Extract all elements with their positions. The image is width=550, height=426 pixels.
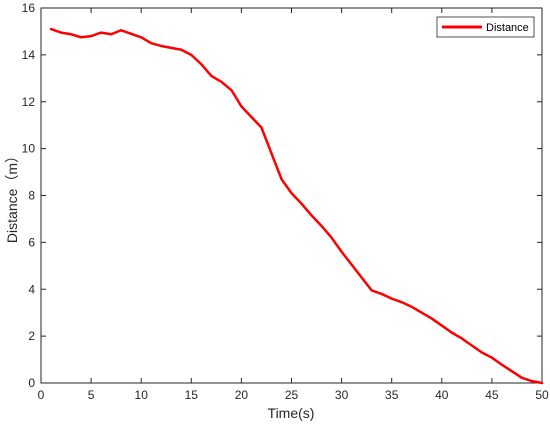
y-tick-label: 2 bbox=[28, 329, 35, 343]
x-tick-label: 15 bbox=[185, 388, 199, 402]
y-tick-label: 6 bbox=[28, 235, 35, 249]
legend: Distance bbox=[436, 16, 535, 38]
y-tick-label: 0 bbox=[28, 376, 35, 390]
x-axis-title: Time(s) bbox=[268, 405, 315, 421]
y-tick-label: 10 bbox=[22, 142, 36, 156]
y-tick-label: 8 bbox=[28, 189, 35, 203]
x-tick-label: 0 bbox=[38, 388, 45, 402]
x-tick-label: 25 bbox=[285, 388, 299, 402]
x-tick-label: 40 bbox=[435, 388, 449, 402]
x-tick-label: 5 bbox=[88, 388, 95, 402]
x-tick-label: 50 bbox=[535, 388, 549, 402]
plot-area bbox=[40, 7, 543, 384]
y-axis-title: Distance（m） bbox=[4, 149, 20, 243]
x-tick-label: 10 bbox=[135, 388, 149, 402]
x-tick-label: 20 bbox=[235, 388, 249, 402]
y-tick-label: 4 bbox=[28, 282, 35, 296]
y-tick-label: 14 bbox=[22, 48, 36, 62]
x-axis: 0 5 10 15 20 25 30 35 40 45 50 bbox=[38, 8, 549, 402]
y-tick-label: 16 bbox=[22, 1, 36, 15]
series-layer bbox=[49, 27, 544, 385]
legend-label-distance: Distance bbox=[486, 22, 529, 34]
x-tick-label: 35 bbox=[385, 388, 399, 402]
x-tick-label: 45 bbox=[485, 388, 499, 402]
y-tick-label: 12 bbox=[22, 95, 36, 109]
legend-box bbox=[436, 16, 535, 38]
series-line-distance bbox=[49, 27, 544, 385]
x-tick-label: 30 bbox=[335, 388, 349, 402]
